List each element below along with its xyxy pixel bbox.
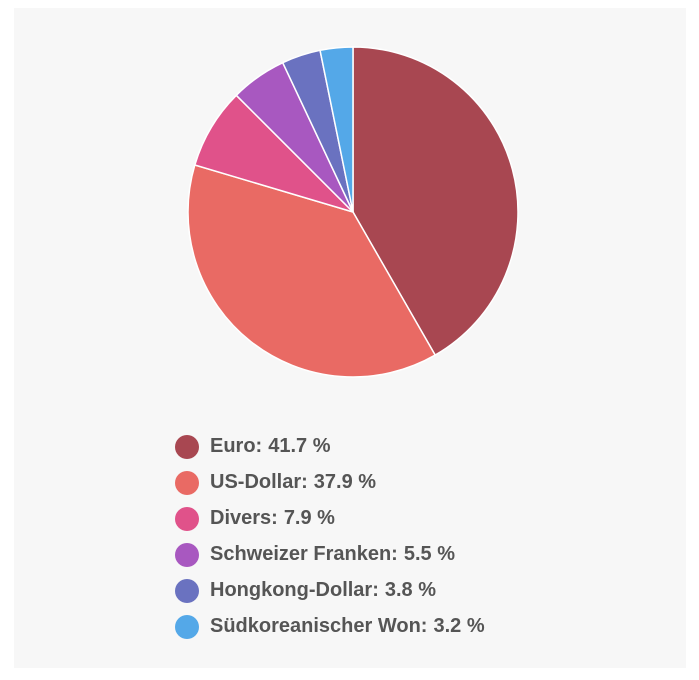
legend-value: 37.9 % xyxy=(314,471,376,493)
legend-marker xyxy=(175,543,199,567)
legend-label: Euro: 41.7 % xyxy=(210,435,331,457)
pie-slice xyxy=(319,46,354,213)
legend-value: 41.7 % xyxy=(268,435,330,457)
legend-name: US-Dollar: xyxy=(210,471,308,493)
legend-marker xyxy=(175,615,199,639)
legend-label: US-Dollar: 37.9 % xyxy=(210,471,376,493)
legend-label: Divers: 7.9 % xyxy=(210,507,335,529)
legend-name: Schweizer Franken: xyxy=(210,543,398,565)
legend-name: Südkoreanischer Won: xyxy=(210,615,427,637)
legend-marker xyxy=(175,579,199,603)
legend-name: Divers: xyxy=(210,507,278,529)
legend-marker xyxy=(175,435,199,459)
legend-marker xyxy=(175,507,199,531)
legend-label: Schweizer Franken: 5.5 % xyxy=(210,543,455,565)
legend-name: Euro: xyxy=(210,435,262,457)
legend-label: Südkoreanischer Won: 3.2 % xyxy=(210,615,485,637)
pie-slice xyxy=(352,46,519,357)
legend-value: 3.8 % xyxy=(385,579,436,601)
legend-value: 5.5 % xyxy=(404,543,455,565)
pie-slice xyxy=(187,164,437,378)
legend-label: Hongkong-Dollar: 3.8 % xyxy=(210,579,436,601)
legend-value: 7.9 % xyxy=(284,507,335,529)
legend-marker xyxy=(175,471,199,495)
legend-name: Hongkong-Dollar: xyxy=(210,579,379,601)
legend-value: 3.2 % xyxy=(433,615,484,637)
